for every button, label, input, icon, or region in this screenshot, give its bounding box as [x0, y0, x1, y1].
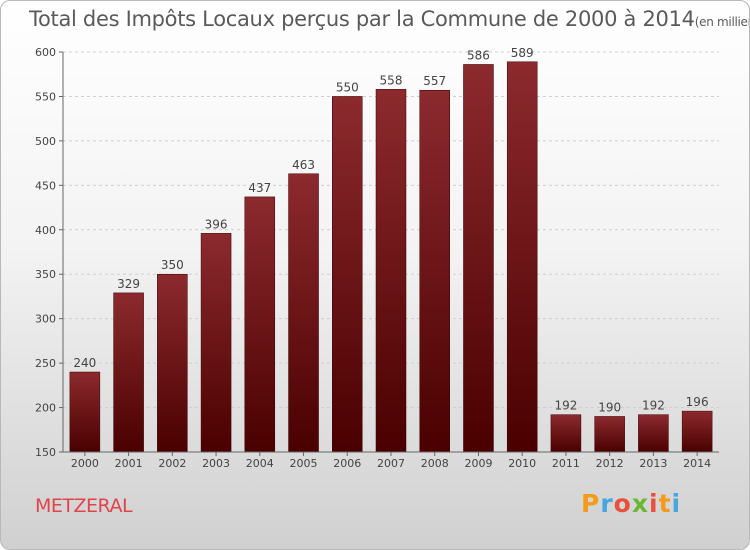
logo-letter: x: [631, 489, 649, 518]
data-label: 586: [467, 48, 490, 62]
y-tick-label: 350: [35, 268, 56, 281]
x-tick-label: 2012: [596, 457, 624, 470]
bar: [594, 416, 625, 453]
x-tick-label: 2003: [202, 457, 230, 470]
y-tick-label: 200: [35, 402, 56, 415]
bars: [69, 61, 713, 453]
x-tick-label: 2001: [115, 457, 143, 470]
y-tick-label: 500: [35, 135, 56, 148]
data-label: 557: [423, 74, 446, 88]
logo-letter: t: [658, 489, 672, 518]
y-tick-label: 400: [35, 224, 56, 237]
bar: [200, 233, 232, 453]
data-label: 396: [205, 217, 228, 231]
value-labels: 240 329 350 396 437 463 550 558 557 586 589 192 190 1…: [73, 46, 708, 415]
x-tick-label: 2004: [246, 457, 274, 470]
bar: [375, 89, 407, 453]
logo-letter: i: [671, 489, 682, 518]
data-label: 329: [117, 277, 140, 291]
data-label: 463: [292, 158, 315, 172]
commune-name: METZERAL: [35, 495, 133, 517]
bar: [332, 96, 363, 453]
title-text: Total des Impôts Locaux perçus par la Co…: [29, 7, 695, 31]
x-axis: 2000 2001 2002 2003 2004 2005 2006 2007 2008 2009…: [63, 451, 719, 470]
y-tick-label: 250: [35, 357, 56, 370]
data-label: 350: [161, 258, 184, 272]
x-tick-label: 2002: [158, 457, 186, 470]
x-tick-label: 2013: [639, 457, 667, 470]
data-label: 196: [686, 395, 709, 409]
x-tick-label: 2000: [71, 457, 99, 470]
bar: [69, 371, 101, 453]
x-tick-label: 2007: [377, 457, 405, 470]
y-tick-label: 450: [35, 179, 56, 192]
data-label: 192: [554, 399, 577, 413]
bar: [550, 414, 582, 453]
bar: [506, 61, 538, 453]
bar: [157, 273, 188, 453]
x-tick-label: 2008: [421, 457, 449, 470]
y-tick-label: 300: [35, 313, 56, 326]
bar: [244, 196, 276, 453]
bar: [113, 292, 144, 453]
y-axis: 150 200 250 300 350 400 450 500 550 600: [35, 46, 64, 459]
bar: [463, 64, 494, 453]
data-label: 240: [73, 356, 96, 370]
logo-letter: r: [600, 489, 614, 518]
y-tick-label: 550: [35, 90, 56, 103]
x-tick-label: 2011: [552, 457, 580, 470]
bar: [419, 89, 450, 453]
proxiti-logo: Proxiti: [581, 489, 681, 518]
x-tick-label: 2006: [333, 457, 361, 470]
bar: [638, 414, 669, 453]
logo-letter: i: [649, 489, 659, 518]
x-tick-label: 2005: [290, 457, 318, 470]
data-label: 190: [598, 400, 621, 414]
data-label: 550: [336, 80, 359, 94]
x-tick-label: 2010: [508, 457, 536, 470]
bar: [288, 173, 319, 453]
chart-title: Total des Impôts Locaux perçus par la Co…: [29, 7, 749, 31]
y-tick-label: 150: [35, 446, 56, 459]
title-unit: (en milliers d'€): [694, 15, 749, 29]
x-tick-label: 2009: [464, 457, 492, 470]
data-label: 589: [511, 46, 534, 60]
data-label: 192: [642, 399, 665, 413]
data-label: 437: [248, 181, 271, 195]
bar: [681, 410, 713, 453]
x-tick-label: 2014: [683, 457, 711, 470]
logo-letter: P: [581, 489, 601, 518]
y-tick-label: 600: [35, 46, 56, 59]
data-label: 558: [380, 73, 403, 87]
logo-letter: o: [613, 489, 632, 518]
